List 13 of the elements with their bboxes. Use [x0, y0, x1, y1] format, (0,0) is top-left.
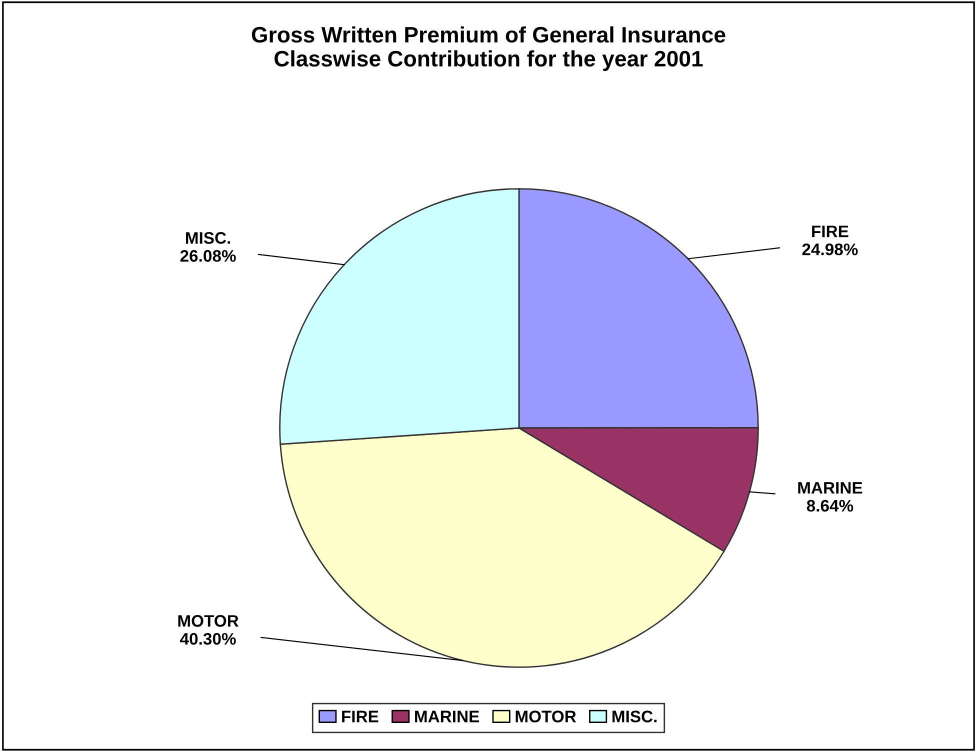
chart-title: Gross Written Premium of General Insurance Classwise Contribution for the year 2001: [252, 26, 726, 71]
legend-label: FIRE: [342, 710, 378, 722]
data-label: 26.08%: [180, 250, 236, 262]
slice-label: FIRE: [812, 226, 848, 238]
slice-label: MOTOR: [178, 615, 239, 627]
data-label: 40.30%: [180, 632, 236, 645]
data-label: 8.64%: [806, 500, 854, 512]
slice-label: MARINE: [798, 482, 862, 494]
legend-label: MARINE: [415, 710, 480, 722]
data-label: 24.98%: [802, 243, 858, 256]
slice-label: MISC.: [186, 232, 230, 244]
legend-label: MISC.: [612, 710, 657, 722]
legend-label: MOTOR: [516, 710, 576, 722]
